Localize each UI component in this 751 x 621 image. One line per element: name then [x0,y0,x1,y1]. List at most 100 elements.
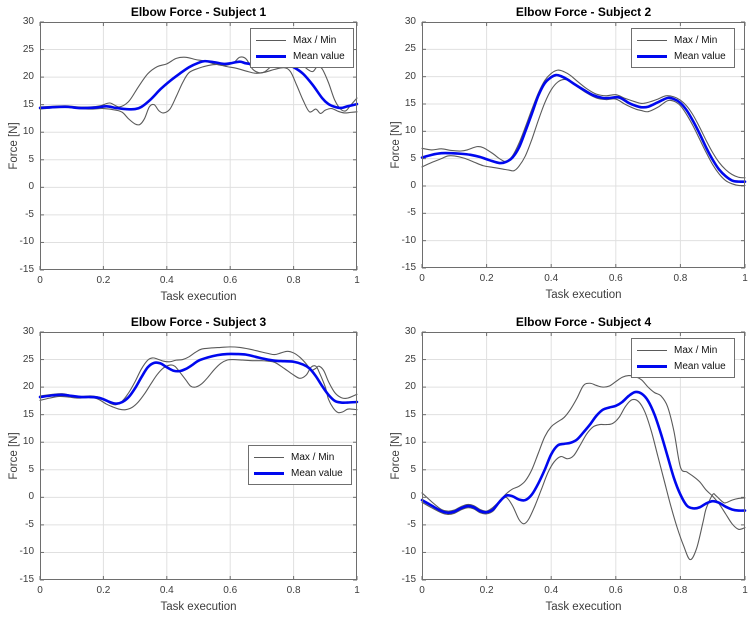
mean-line [420,73,747,184]
legend-label: Max / Min [291,451,335,463]
mean-line [38,352,359,405]
min-line [39,359,358,414]
mean-line-swatch [637,54,667,58]
x-axis-label: Task execution [545,601,622,613]
y-tick-label: 20 [404,381,416,393]
y-tick-label: 15 [404,98,416,109]
legend-box: Max / Min Mean value [250,28,354,68]
y-tick-label: -5 [407,207,416,219]
mean-line-swatch [637,364,667,368]
plot-area-svg [420,331,747,581]
plot-title: Elbow Force - Subject 3 [130,315,267,329]
grid-lines [422,22,745,268]
y-tick-label: -15 [19,574,34,585]
y-tick-label: 20 [404,70,416,82]
y-tick-label: 30 [404,16,416,27]
plot-area-svg [420,21,747,269]
max-min-line-swatch [254,456,284,458]
y-tick-label: -15 [19,264,34,275]
mean-line [420,390,747,515]
legend-label: Max / Min [674,344,718,356]
y-tick-label: -10 [19,546,34,558]
x-tick-label: 0.8 [673,585,688,596]
x-tick-label: 0.4 [544,273,559,284]
max-line [421,374,746,530]
legend-label: Mean value [291,467,343,479]
y-axis-label: Force [N] [8,122,20,170]
x-axis-label: Task execution [545,289,622,301]
mean-line-swatch [256,54,286,58]
y-tick-label: 30 [22,16,34,27]
y-tick-label: -10 [19,236,34,248]
y-tick-label: 30 [404,326,416,337]
y-axis-label: Force [N] [8,432,20,480]
legend-label: Max / Min [293,34,337,46]
y-tick-label: -5 [407,518,416,530]
x-tick-label: 0.2 [96,275,111,286]
mean-line-swatch [254,471,284,475]
x-tick-label: 0.8 [286,585,301,596]
y-tick-label: 5 [28,153,34,165]
y-tick-label: 25 [404,43,416,55]
legend-box: Max / Min Mean value [631,28,735,68]
y-tick-label: -10 [401,546,416,558]
legend-entry-extreme: Max / Min [254,449,344,465]
max-min-line-swatch [637,349,667,351]
x-tick-label: 1 [354,585,360,596]
y-tick-label: 15 [404,408,416,420]
y-axis-label: Force [N] [390,121,402,169]
min-line [39,63,358,126]
y-tick-label: 25 [22,43,34,55]
legend-entry-mean: Mean value [256,48,346,64]
axes-box [40,22,357,270]
y-tick-label: 5 [28,463,34,475]
plot-title: Elbow Force - Subject 2 [515,5,652,19]
max-min-line-swatch [637,39,667,41]
x-tick-label: 0.2 [96,585,111,596]
plot-title: Elbow Force - Subject 1 [130,5,267,19]
legend-entry-mean: Mean value [637,48,727,64]
legend-box: Max / Min Mean value [631,338,735,378]
legend-label: Mean value [293,50,345,62]
x-tick-label: 1 [354,275,360,286]
y-tick-label: 20 [22,71,34,83]
legend-label: Max / Min [674,34,718,46]
y-tick-label: 10 [404,436,416,448]
y-tick-label: -5 [25,518,34,530]
x-tick-label: 0.8 [286,275,301,286]
legend-box: Max / Min Mean value [248,445,352,485]
x-tick-label: 0.6 [608,273,623,284]
x-tick-label: 0.2 [479,585,494,596]
axes-box [422,22,745,268]
y-axis-label: Force [N] [390,432,402,480]
y-tick-label: 25 [404,353,416,365]
y-tick-label: 25 [22,353,34,365]
x-tick-label: 1 [742,273,748,284]
y-tick-label: -15 [401,262,416,273]
legend-entry-mean: Mean value [637,358,727,374]
y-tick-label: 30 [22,326,34,337]
plot-title: Elbow Force - Subject 4 [515,315,652,329]
y-tick-label: 0 [410,491,416,503]
grid-lines [40,22,357,270]
y-tick-label: 5 [410,152,416,164]
x-tick-label: 0.6 [223,275,238,286]
legend-label: Mean value [674,360,726,372]
legend-entry-extreme: Max / Min [637,342,727,358]
max-line [421,69,746,179]
min-line [421,78,746,187]
max-min-line-swatch [256,39,286,41]
x-tick-label: 0 [37,275,43,286]
y-tick-label: 0 [410,180,416,191]
x-tick-label: 0 [419,273,425,284]
min-line [421,398,746,561]
y-tick-label: 0 [28,181,34,193]
y-tick-label: 20 [22,381,34,393]
x-tick-label: 0.6 [223,585,238,596]
x-tick-label: 0 [37,585,43,596]
plot-area-svg [38,331,359,581]
y-tick-label: 10 [404,125,416,137]
y-tick-label: 10 [22,126,34,138]
x-tick-label: 0.4 [159,585,174,596]
